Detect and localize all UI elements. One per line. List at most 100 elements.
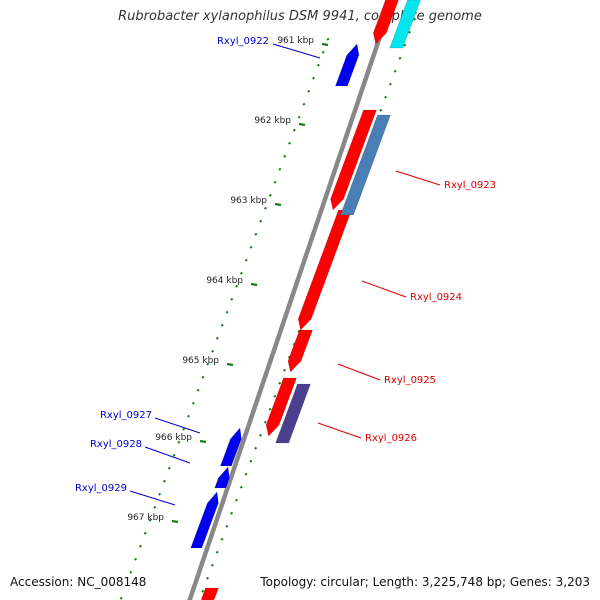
gene-labels: Rxyl_0922 Rxyl_0923 Rxyl_0924 Rxyl_0925 Rxyl… xyxy=(75,36,496,506)
outer-tick-dot xyxy=(210,563,214,567)
inner-tick-dot xyxy=(302,102,306,106)
inner-tick-dot xyxy=(129,570,133,574)
outer-tick-dot xyxy=(268,407,272,411)
outer-tick-dot xyxy=(244,472,248,476)
gene-arrow-rxyl-0926 xyxy=(265,377,297,437)
gene-leader-line xyxy=(154,417,201,434)
inner-tick-dot xyxy=(220,323,224,327)
gene-arrow-rxyl-0924 xyxy=(297,209,352,331)
gene-arrow-rxyl-0923 xyxy=(330,109,377,211)
gene-label-rxyl-0923[interactable]: Rxyl_0923 xyxy=(444,180,496,191)
inner-tick-dot xyxy=(153,505,157,509)
inner-tick-dot xyxy=(273,180,277,184)
inner-tick-dot xyxy=(235,284,239,288)
gene-label-rxyl-0928[interactable]: Rxyl_0928 xyxy=(90,439,142,450)
gene-label-rxyl-0927[interactable]: Rxyl_0927 xyxy=(100,410,152,421)
inner-tick-dot xyxy=(307,89,311,93)
outer-tick-dot xyxy=(393,69,397,73)
kbp-major-tick xyxy=(199,439,207,444)
accession-text: Accession: NC_008148 xyxy=(8,575,149,589)
inner-tick-dot xyxy=(259,219,263,223)
outer-tick-dot xyxy=(230,511,234,515)
kbp-major-tick xyxy=(171,519,179,524)
gene-leader-line xyxy=(395,170,441,186)
outer-tick-dot xyxy=(254,446,258,450)
outer-tick-dot xyxy=(220,537,224,541)
feature-steel-0923 xyxy=(340,114,391,216)
inner-tick-dot xyxy=(278,167,282,171)
inner-tick-dot xyxy=(297,115,301,119)
gene-arrow-rxyl-0927 xyxy=(220,427,242,467)
gene-label-rxyl-0924[interactable]: Rxyl_0924 xyxy=(410,292,462,303)
inner-tick-dot xyxy=(201,375,205,379)
outer-tick-dot xyxy=(403,43,407,47)
outer-tick-dot xyxy=(263,420,267,424)
inner-tick-dot xyxy=(138,544,142,548)
kbp-tick-label: 964 kbp xyxy=(206,276,243,286)
outer-tick-dot xyxy=(206,576,210,580)
outer-tick-dot xyxy=(408,30,412,34)
tick-dots xyxy=(119,17,416,600)
kbp-tick-label: 962 kbp xyxy=(254,116,291,126)
outer-tick-dot xyxy=(249,459,253,463)
kbp-major-tick xyxy=(274,202,282,207)
inner-tick-dot xyxy=(172,453,176,457)
gene-leader-line xyxy=(361,280,407,298)
inner-tick-dot xyxy=(206,362,210,366)
inner-tick-dot xyxy=(215,336,219,340)
kbp-tick-label: 963 kbp xyxy=(230,196,267,206)
inner-tick-dot xyxy=(230,297,234,301)
gene-label-rxyl-0926[interactable]: Rxyl_0926 xyxy=(365,433,417,444)
outer-tick-dot xyxy=(215,550,219,554)
genome-axis xyxy=(187,0,395,600)
gene-arrow-bottom xyxy=(201,587,219,600)
kbp-major-tick xyxy=(250,282,258,287)
inner-tick-dot xyxy=(244,258,248,262)
outer-tick-dot xyxy=(398,56,402,60)
inner-tick-dot xyxy=(162,479,166,483)
gene-arrow-rxyl-0925 xyxy=(287,329,313,373)
inner-tick-dot xyxy=(254,232,258,236)
inner-tick-dot xyxy=(211,349,215,353)
gene-label-rxyl-0925[interactable]: Rxyl_0925 xyxy=(384,375,436,386)
inner-tick-dot xyxy=(263,206,267,210)
inner-tick-dot xyxy=(225,310,229,314)
inner-tick-dot xyxy=(239,271,243,275)
gene-leader-line xyxy=(317,422,362,439)
kbp-tick-label: 966 kbp xyxy=(155,433,192,443)
outer-tick-dot xyxy=(273,394,277,398)
inner-tick-dot xyxy=(143,531,147,535)
gene-features xyxy=(190,0,421,600)
outer-tick-dot xyxy=(201,589,205,593)
inner-tick-dot xyxy=(182,427,186,431)
inner-tick-dot xyxy=(292,128,296,132)
inner-tick-dot xyxy=(268,193,272,197)
gene-arrow-rxyl-0929 xyxy=(190,491,219,549)
inner-tick-dot xyxy=(326,37,330,41)
outer-tick-dot xyxy=(388,82,392,86)
feature-cyan xyxy=(389,0,421,49)
gene-label-rxyl-0922[interactable]: Rxyl_0922 xyxy=(217,36,269,47)
gene-label-rxyl-0929[interactable]: Rxyl_0929 xyxy=(75,483,127,494)
inner-tick-dot xyxy=(167,466,171,470)
inner-tick-dot xyxy=(316,63,320,67)
inner-tick-dot xyxy=(283,154,287,158)
outer-tick-dot xyxy=(283,368,287,372)
kbp-ticks: 961 kbp 962 kbp 963 kbp 964 kbp 965 kbp 966 k… xyxy=(127,36,329,524)
inner-tick-dot xyxy=(321,50,325,54)
gene-leader-line xyxy=(337,363,381,381)
kbp-tick-label: 967 kbp xyxy=(127,513,164,523)
outer-tick-dot xyxy=(278,381,282,385)
outer-tick-dot xyxy=(258,433,262,437)
gene-arrow-top xyxy=(372,0,399,45)
outer-tick-dot xyxy=(239,485,243,489)
outer-tick-dot xyxy=(225,524,229,528)
inner-tick-dot xyxy=(134,557,138,561)
inner-tick-dot xyxy=(312,76,316,80)
inner-tick-dot xyxy=(119,596,123,600)
axis-line xyxy=(187,0,395,600)
outer-tick-dot xyxy=(384,95,388,99)
gene-arrow-rxyl-0928 xyxy=(214,466,230,489)
kbp-tick-label: 961 kbp xyxy=(277,36,314,46)
